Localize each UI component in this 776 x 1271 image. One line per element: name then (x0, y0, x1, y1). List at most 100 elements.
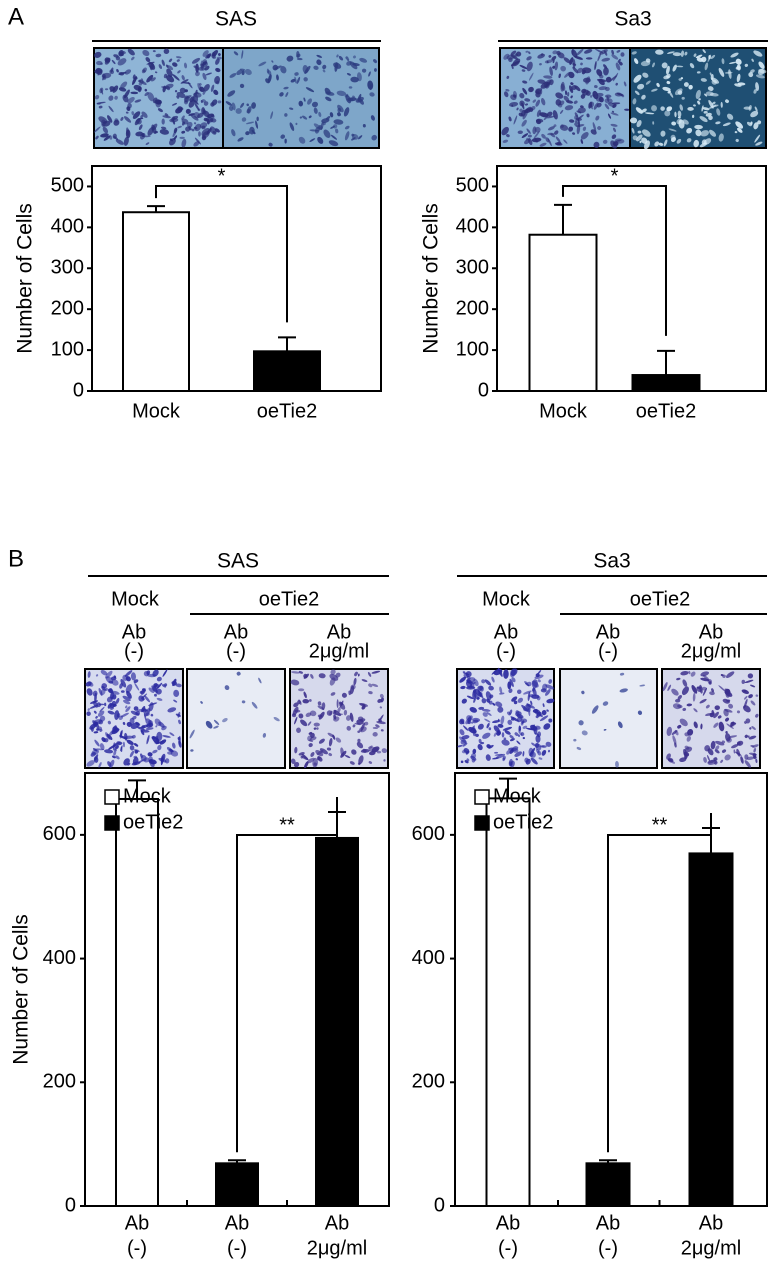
legend-swatch (104, 789, 120, 805)
cell-spot (181, 75, 185, 81)
cell-spot (504, 730, 511, 735)
cell-spot (299, 116, 303, 119)
cell-spot (661, 62, 668, 69)
cell-spot (645, 80, 651, 85)
cell-spot (103, 738, 109, 743)
cell-spot (493, 732, 497, 737)
bar (631, 374, 701, 392)
cell-spot (491, 676, 495, 683)
cell-spot (703, 138, 712, 145)
cell-spot (125, 705, 128, 709)
cell-spot (300, 719, 308, 727)
cell-spot (130, 672, 137, 681)
cell-spot (311, 101, 319, 108)
cell-spot (114, 745, 119, 751)
cell-spot (709, 129, 717, 137)
cell-spot (749, 727, 752, 730)
cell-spot (173, 683, 176, 687)
cell-spot (734, 131, 738, 134)
cell-spot (693, 104, 696, 107)
cell-spot (672, 735, 677, 745)
cell-spot (160, 126, 167, 130)
cell-spot (125, 676, 131, 682)
cell-spot (466, 695, 474, 700)
cell-spot (123, 699, 131, 705)
cell-spot (613, 127, 617, 133)
cell-spot (134, 682, 140, 691)
cell-spot (515, 758, 519, 761)
cell-spot (510, 749, 513, 752)
cell-spot (563, 95, 570, 102)
cell-spot (478, 706, 485, 710)
cell-spot (482, 712, 488, 717)
cell-spot (714, 749, 720, 754)
cell-spot (596, 69, 603, 77)
cell-spot (682, 679, 688, 687)
cell-spot (122, 51, 126, 54)
cell-spot (102, 75, 105, 81)
cell-spot (368, 691, 373, 695)
cell-spot (556, 141, 562, 146)
cell-spot (110, 690, 120, 695)
cell-spot (569, 57, 574, 65)
cell-spot (127, 103, 132, 109)
cell-spot (303, 691, 307, 699)
cell-spot (241, 50, 244, 59)
cell-spot (368, 683, 373, 688)
cell-spot (736, 73, 741, 83)
cell-spot (94, 51, 102, 58)
cell-spot (533, 724, 536, 733)
cell-spot (154, 693, 157, 697)
cell-spot (96, 728, 100, 731)
cell-spot (677, 694, 683, 700)
cell-spot (543, 75, 553, 79)
cell-spot (527, 134, 532, 138)
cell-spot (202, 72, 207, 81)
cell-spot (668, 128, 677, 132)
cell-spot (484, 718, 491, 723)
cell-spot (524, 139, 531, 145)
cell-spot (594, 61, 597, 71)
cell-spot (599, 49, 608, 55)
cell-spot (125, 129, 131, 139)
cell-spot (340, 700, 344, 707)
cell-spot (746, 756, 755, 760)
cell-spot (154, 130, 158, 134)
cell-spot (172, 742, 176, 749)
cell-spot (580, 139, 584, 144)
cell-spot (707, 86, 714, 91)
cell-spot (521, 704, 529, 712)
cell-spot (200, 701, 203, 704)
cell-spot (357, 673, 360, 677)
cell-spot (715, 740, 725, 746)
condition-label: Ab (122, 621, 146, 643)
cell-spot (581, 730, 588, 736)
cell-spot (639, 140, 642, 144)
cell-spot (680, 671, 689, 676)
cell-spot (700, 130, 710, 137)
cell-spot (637, 130, 642, 134)
cell-spot (293, 702, 299, 708)
cell-spot (87, 671, 91, 678)
cell-spot (133, 743, 139, 747)
cell-spot (503, 737, 507, 740)
cell-spot (186, 121, 193, 128)
cell-spot (181, 118, 189, 125)
cell-spot (145, 57, 151, 63)
cell-spot (205, 53, 212, 59)
cell-spot (524, 108, 531, 114)
cell-spot (631, 51, 637, 55)
cell-spot (202, 50, 209, 57)
cell-spot (576, 747, 582, 750)
cell-spot (108, 95, 114, 101)
cell-spot (469, 681, 473, 687)
bar (485, 797, 531, 1208)
cell-spot (597, 126, 602, 131)
cell-spot (708, 115, 713, 121)
cell-spot (358, 726, 367, 733)
cell-spot (660, 130, 666, 137)
cell-spot (655, 49, 664, 55)
cell-spot (548, 54, 552, 58)
cell-spot (197, 108, 201, 112)
cell-spot (145, 727, 154, 730)
